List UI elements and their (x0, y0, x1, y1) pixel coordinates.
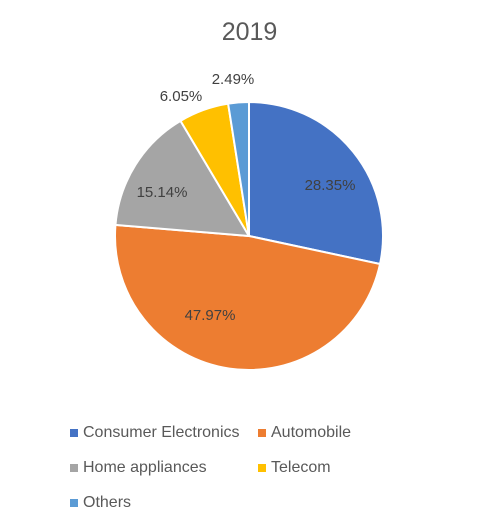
legend-label: Others (83, 494, 132, 511)
legend-item-consumer-electronics: Consumer Electronics (70, 424, 240, 442)
data-label-automobile: 47.97% (185, 307, 236, 324)
legend-label: Telecom (271, 459, 331, 476)
legend-label: Consumer Electronics (83, 424, 240, 441)
legend-label: Automobile (271, 424, 352, 441)
legend-item-others: Others (70, 494, 131, 512)
data-label-consumer-electronics: 28.35% (305, 177, 356, 194)
legend-swatch (70, 499, 78, 507)
chart-title: 2019 (221, 18, 278, 46)
legend-swatch (70, 464, 78, 472)
pie-slice-others (226, 100, 250, 237)
data-label-others: 2.49% (212, 71, 255, 88)
legend-swatch (258, 429, 266, 437)
data-label-home-appliances: 15.14% (137, 184, 188, 201)
data-label-telecom: 6.05% (160, 88, 203, 105)
pie-slice-home-appliances (114, 119, 251, 238)
pie-slice-consumer-electronics (248, 100, 384, 266)
legend-item-automobile: Automobile (258, 424, 351, 442)
pie-slice-automobile (114, 223, 382, 371)
legend-label: Home appliances (83, 459, 207, 476)
legend-swatch (70, 429, 78, 437)
legend-item-telecom: Telecom (258, 459, 331, 477)
legend-swatch (258, 464, 266, 472)
legend-item-home-appliances: Home appliances (70, 459, 207, 477)
